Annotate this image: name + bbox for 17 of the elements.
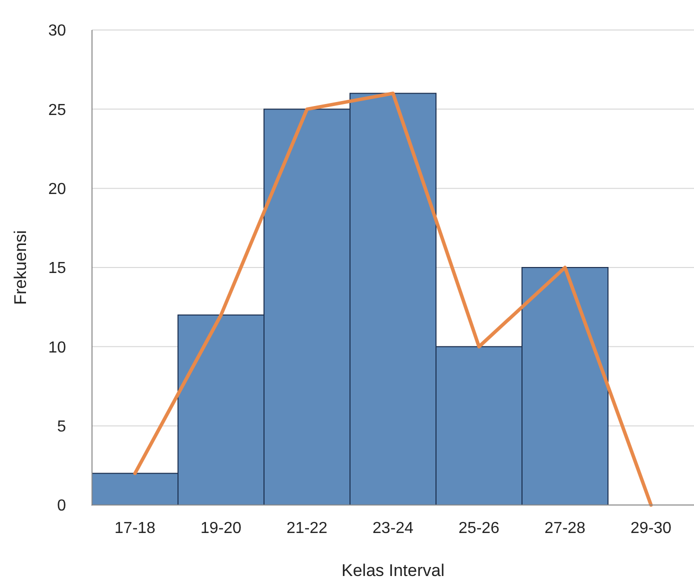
y-tick-label: 30 bbox=[48, 22, 66, 40]
x-tick-label: 25-26 bbox=[458, 520, 500, 537]
x-tick-label: 19-20 bbox=[200, 520, 242, 537]
y-tick-label: 5 bbox=[57, 418, 66, 436]
y-tick-label: 10 bbox=[48, 339, 66, 356]
x-axis-title: Kelas Interval bbox=[342, 561, 444, 580]
y-tick-label: 25 bbox=[48, 102, 66, 119]
y-tick-label: 15 bbox=[48, 260, 66, 278]
x-tick-label: 29-30 bbox=[630, 520, 672, 537]
y-axis-title: Frekuensi bbox=[11, 230, 30, 305]
x-tick-label: 17-18 bbox=[114, 520, 156, 537]
y-tick-label: 0 bbox=[57, 498, 66, 515]
x-tick-label: 23-24 bbox=[372, 520, 414, 537]
y-tick-label: 20 bbox=[48, 180, 66, 198]
x-tick-label: 27-28 bbox=[544, 520, 586, 537]
line-series bbox=[133, 92, 653, 507]
x-tick-label: 21-22 bbox=[286, 520, 328, 537]
